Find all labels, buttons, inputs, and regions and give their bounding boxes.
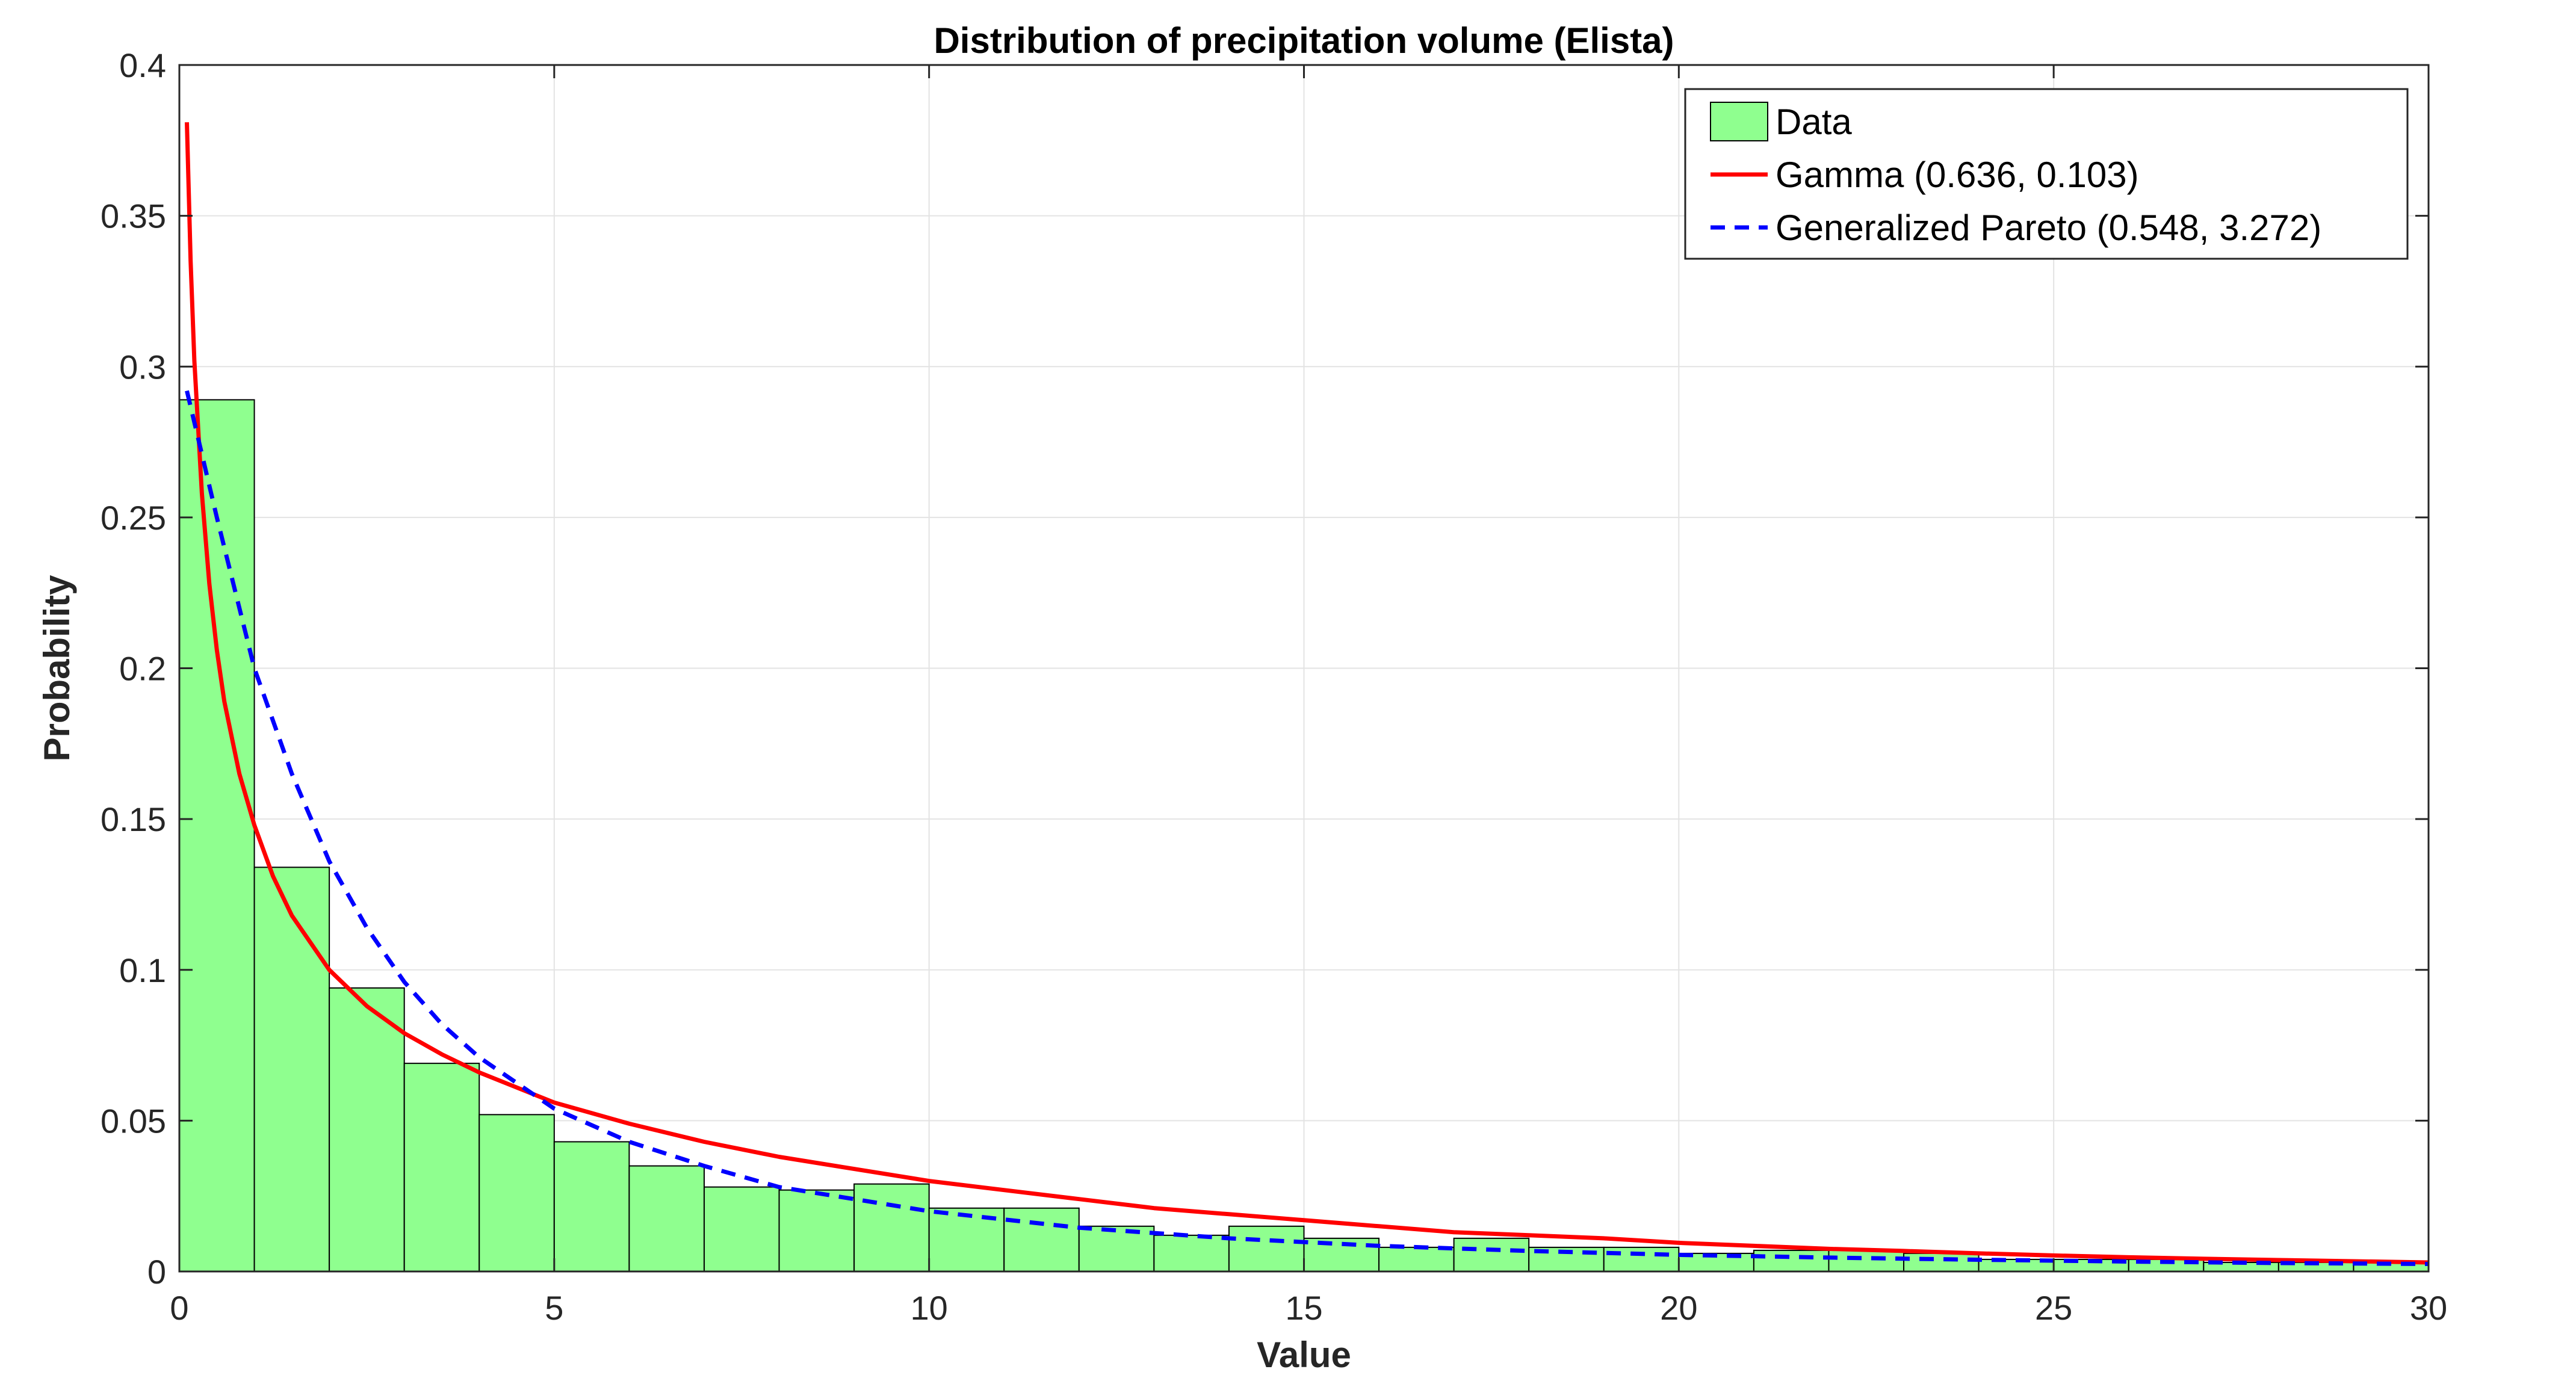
histogram-bar [1828,1249,1905,1273]
x-tick-label: 0 [170,1289,188,1327]
x-axis-title: Value [1257,1335,1351,1375]
legend-box [1684,88,2409,260]
y-axis-title: Probability [37,575,77,762]
y-tick-label: 0.1 [119,951,166,989]
legend-label-pareto: Generalized Pareto (0.548, 3.272) [1776,208,2321,248]
axis-ticks: 0 5 10 15 20 25 30 0 0.05 0.1 0.15 0.2 0.25 0.3 0.35 0.… [101,46,2447,1327]
x-tick-label: 25 [2035,1289,2072,1327]
histogram-bar [403,1063,480,1272]
legend-label-gamma: Gamma (0.636, 0.103) [1776,155,2139,195]
histogram-bar [1078,1225,1155,1272]
histogram-bar [628,1165,705,1272]
histogram-bar [253,867,330,1272]
x-tick-label: 10 [911,1289,948,1327]
histogram-bar [853,1183,930,1272]
y-tick-label: 0.35 [101,197,166,235]
histogram-bar [1453,1237,1530,1273]
x-tick-label: 15 [1285,1289,1322,1327]
legend-swatch-data [1710,102,1768,141]
histogram-bar [1153,1234,1230,1273]
y-tick-label: 0.15 [101,800,166,838]
y-tick-label: 0.25 [101,499,166,537]
histogram-bar [1603,1246,1680,1272]
histogram-bar [1228,1225,1305,1272]
x-tick-label: 30 [2410,1289,2447,1327]
x-tick-label: 20 [1660,1289,1697,1327]
fit-curves [185,122,2429,1266]
histogram-bar [478,1114,555,1272]
histogram-bar [1753,1249,1830,1273]
y-tick-label: 0.4 [119,46,166,84]
histogram-bar [703,1186,780,1273]
histogram-bar [1378,1246,1455,1272]
y-tick-label: 0.3 [119,348,166,386]
legend: Data Gamma (0.636, 0.103) Generalized Pa… [1684,88,2409,260]
histogram-bar [1003,1207,1080,1273]
legend-label-data: Data [1776,102,1852,142]
gamma-fit-line [185,122,2429,1265]
histogram-bar [329,987,405,1272]
y-tick-label: 0 [147,1253,166,1291]
histogram-bar [553,1141,630,1273]
chart-title: Distribution of precipitation volume (El… [933,20,1674,61]
histogram-bar [1903,1252,1980,1273]
x-tick-label: 5 [545,1289,563,1327]
y-tick-label: 0.2 [119,650,166,688]
pareto-fit-line [185,390,2429,1266]
y-tick-label: 0.05 [101,1102,166,1140]
histogram-bar [179,399,255,1273]
histogram-bar [778,1189,855,1272]
